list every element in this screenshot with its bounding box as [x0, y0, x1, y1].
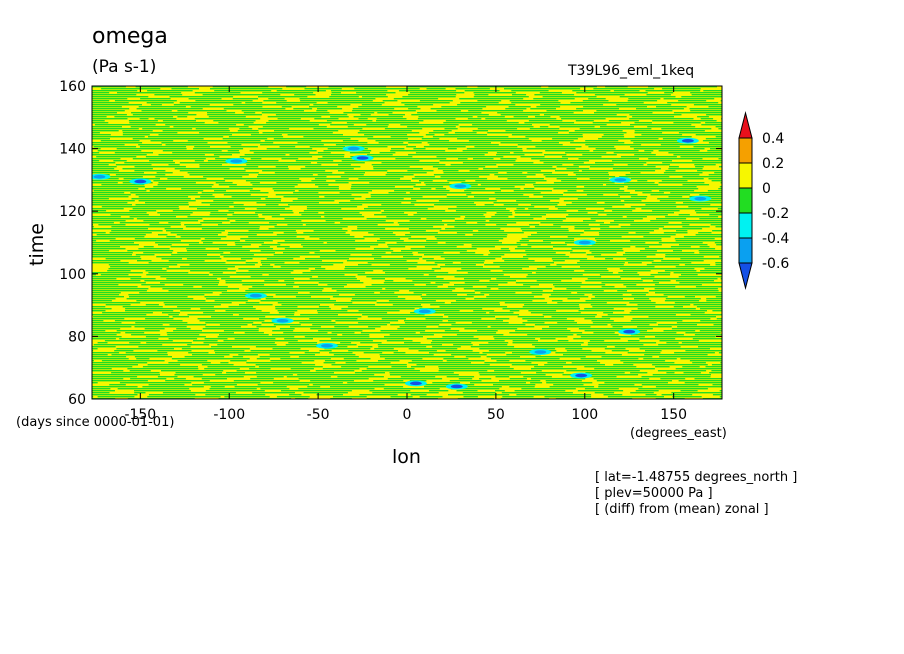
negative-patch-core-4 [356, 156, 369, 160]
negative-patch-core-8 [578, 240, 591, 245]
run-label: T39L96_eml_1keq [568, 63, 695, 79]
colorbar-bin-4 [738, 212, 753, 239]
colorbar-level-label-4: -0.4 [762, 231, 789, 247]
note-pressure-level: [ plev=50000 Pa ] [595, 486, 713, 501]
negative-patch-core-15 [450, 384, 463, 389]
y-axis-units: (days since 0000-01-01) [16, 415, 175, 430]
y-tick-label-1: 80 [68, 329, 86, 345]
negative-patch-core-5 [454, 184, 467, 188]
colorbar-level-label-0: 0.4 [762, 131, 784, 147]
x-axis-units: (degrees_east) [630, 426, 727, 441]
colorbar-bin-2 [738, 162, 753, 189]
negative-patch-core-12 [321, 343, 333, 348]
colorbar: 0.4 0.2 0 -0.2 -0.4 -0.6 [738, 111, 789, 290]
x-axis-label: lon [392, 446, 421, 468]
colorbar-bin-bottom-triangle [738, 262, 753, 290]
y-tick-label-3: 120 [59, 204, 86, 220]
negative-patch-core-14 [409, 381, 422, 386]
colorbar-level-label-5: -0.6 [762, 256, 789, 272]
y-tick-label-4: 140 [59, 142, 86, 158]
negative-patch-core-2 [230, 159, 243, 163]
y-tick-label-5: 160 [59, 79, 86, 95]
colorbar-level-label-1: 0.2 [762, 156, 784, 172]
x-tick-label-0: -150 [124, 407, 156, 423]
y-tick-label-2: 100 [59, 267, 86, 283]
note-latitude: [ lat=-1.48755 degrees_north ] [595, 470, 798, 485]
field-negative-streaks [92, 86, 722, 399]
negative-patch-core-9 [249, 293, 262, 298]
x-tick-label-3: 0 [403, 407, 412, 423]
axis-ticks: -150 -100 -50 0 50 100 150 60 80 100 120 140 160 [59, 79, 722, 423]
heatmap-field [92, 86, 722, 399]
negative-patch-core-16 [534, 350, 547, 354]
negative-patch-core-10 [418, 309, 431, 314]
colorbar-bin-5 [738, 237, 753, 264]
colorbar-bin-3 [738, 187, 753, 214]
colorbar-bin-1 [738, 137, 753, 164]
x-tick-label-6: 150 [660, 407, 687, 423]
negative-patch-core-6 [681, 138, 694, 143]
colorbar-bin-top-triangle [738, 111, 753, 139]
negative-patch-core-7 [614, 178, 627, 182]
negative-patch-core-1 [93, 174, 106, 179]
chart-units: (Pa s-1) [92, 57, 157, 77]
note-difference: [ (diff) from (mean) zonal ] [595, 502, 769, 517]
colorbar-level-label-2: 0 [762, 181, 771, 197]
colorbar-level-label-3: -0.2 [762, 206, 789, 222]
x-tick-label-4: 50 [487, 407, 505, 423]
negative-patch-core-13 [575, 373, 588, 378]
chart-title: omega [92, 24, 168, 49]
x-tick-label-2: -50 [307, 407, 330, 423]
negative-patch-core-0 [134, 179, 147, 184]
negative-patch-core-18 [694, 196, 707, 201]
negative-patch-core-11 [623, 329, 636, 334]
x-tick-label-5: 100 [571, 407, 598, 423]
negative-patch-core-3 [347, 146, 360, 151]
negative-patch-core-17 [276, 318, 289, 323]
y-tick-label-0: 60 [68, 392, 86, 408]
y-axis-label: time [26, 223, 48, 266]
x-tick-label-1: -100 [213, 407, 245, 423]
